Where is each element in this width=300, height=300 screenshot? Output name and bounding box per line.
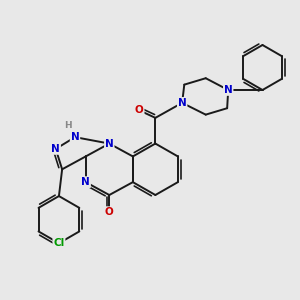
Text: O: O	[105, 207, 114, 217]
Text: N: N	[105, 139, 114, 148]
Text: H: H	[64, 121, 71, 130]
Text: Cl: Cl	[53, 238, 64, 248]
Text: N: N	[51, 144, 60, 154]
Text: N: N	[81, 177, 90, 187]
Text: N: N	[224, 85, 233, 95]
Text: N: N	[178, 98, 187, 108]
Text: N: N	[70, 132, 80, 142]
Text: O: O	[135, 105, 144, 116]
